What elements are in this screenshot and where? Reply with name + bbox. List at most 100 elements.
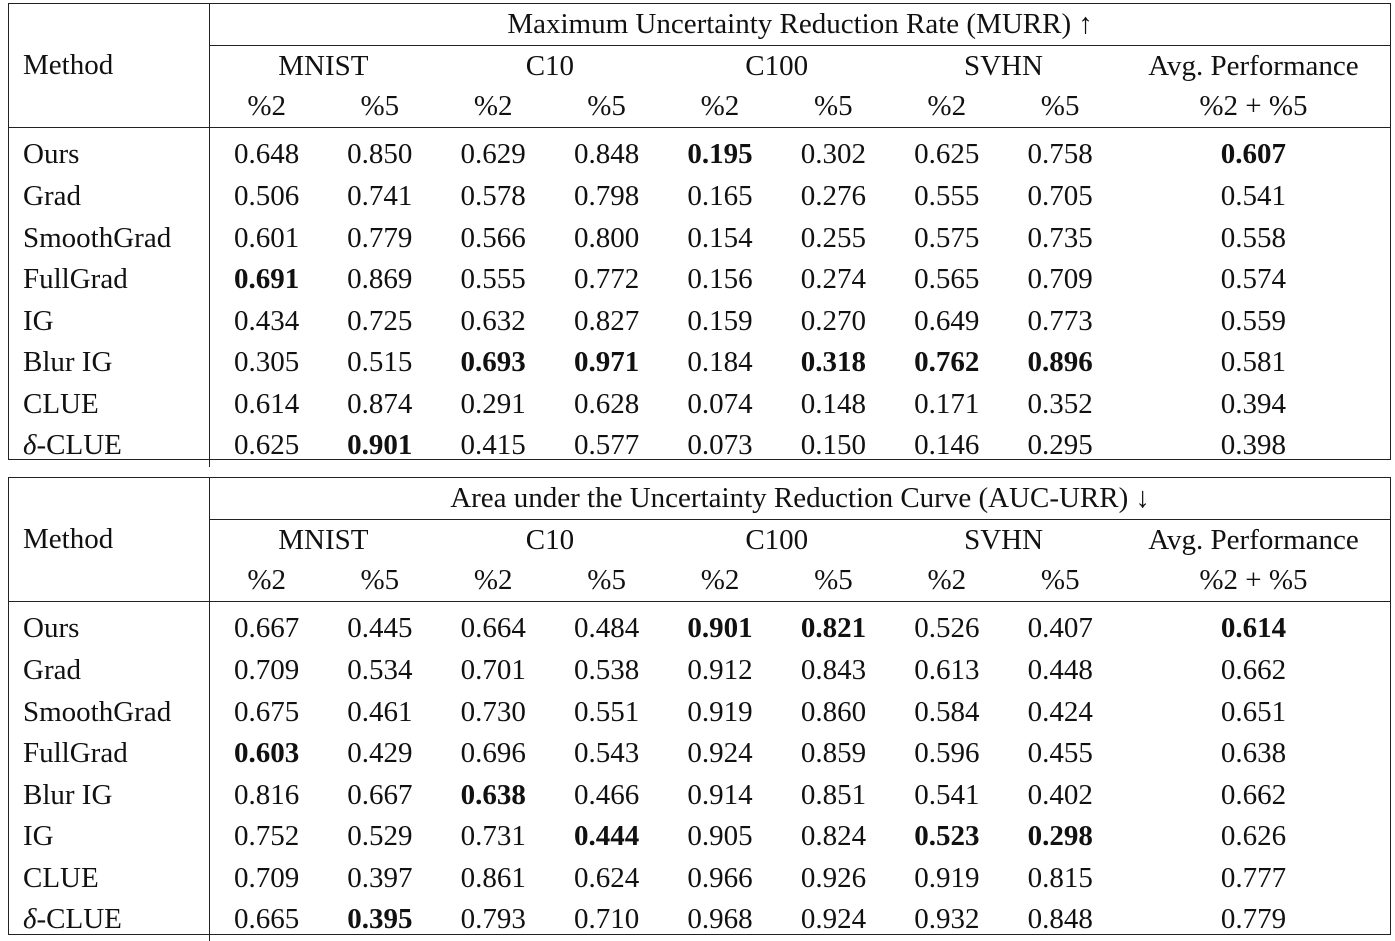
table-cell: 0.861 [437, 858, 550, 900]
table-cell: 0.628 [550, 384, 663, 426]
table-cell: 0.073 [663, 425, 776, 467]
cell-value: 0.515 [347, 346, 413, 379]
budget-header: %2 [247, 90, 286, 122]
best-value: 0.638 [460, 778, 526, 811]
table-cell: 0.667 [323, 775, 436, 817]
method-name: CLUE [9, 383, 211, 425]
cell-value: 0.632 [460, 304, 526, 337]
cell-value: 0.741 [347, 180, 413, 213]
cell-value: 0.526 [914, 611, 980, 644]
table-cell: 0.821 [776, 601, 891, 650]
cell-value: 0.701 [460, 654, 526, 687]
cell-value: 0.291 [460, 387, 526, 420]
table-cell: 0.156 [663, 259, 776, 301]
table-cell: 0.461 [323, 692, 436, 734]
table-cell: 0.848 [549, 127, 664, 176]
table-cell: 0.709 [1003, 259, 1116, 301]
cell-value: 0.154 [687, 221, 753, 254]
budget-header: %5 [1040, 564, 1080, 596]
method-label: FullGrad [23, 263, 128, 296]
table-cell: 0.538 [550, 650, 663, 692]
table-cell: 0.919 [890, 858, 1003, 900]
table-cell: 0.624 [550, 858, 663, 900]
cell-value: 0.628 [573, 387, 640, 420]
table-cell: 0.777 [1117, 858, 1390, 900]
cell-value: 0.638 [1220, 737, 1287, 770]
cell-value: 0.429 [347, 737, 413, 770]
cell-value: 0.664 [460, 611, 526, 644]
budget-header: %2 [927, 90, 967, 122]
table-cell: 0.398 [1117, 425, 1390, 467]
table-cell: 0.874 [323, 384, 436, 426]
table-cell: 0.762 [890, 342, 1003, 384]
table-title: Area under the Uncertainty Reduction Cur… [209, 478, 1390, 520]
table-cell: 0.758 [1003, 127, 1117, 176]
cell-value: 0.924 [687, 737, 753, 770]
cell-value: 0.566 [460, 221, 526, 254]
murr-table: Method Maximum Uncertainty Reduction Rate… [8, 3, 1391, 467]
method-label: Ours [23, 611, 80, 644]
cell-value: 0.551 [574, 695, 640, 728]
cell-value: 0.626 [1220, 820, 1287, 853]
table-cell: 0.696 [437, 733, 550, 775]
cell-value: 0.815 [1027, 861, 1093, 894]
auc-urr-table: Method Area under the Uncertainty Reducti… [8, 477, 1391, 941]
method-name: IG [9, 816, 211, 858]
budget-header: %2 [247, 564, 286, 596]
cell-value: 0.730 [460, 695, 526, 728]
table-cell: 0.541 [890, 775, 1003, 817]
cell-value: 0.558 [1220, 221, 1287, 254]
cell-value: 0.709 [234, 654, 300, 687]
table-cell: 0.434 [210, 301, 323, 343]
method-name: Grad [9, 176, 211, 218]
budget-header: %2 [700, 564, 740, 596]
table-cell: 0.664 [436, 601, 550, 650]
table-row: SmoothGrad 0.675 0.461 0.730 0.551 0.919 0.860… [9, 691, 1390, 734]
table-cell: 0.305 [210, 342, 323, 384]
table-cell: 0.626 [1117, 816, 1390, 858]
budget-header-row: %2 %5 %2 %5 %2 %5 %2 %5 %2 + %5 [9, 86, 1390, 128]
cell-value: 0.484 [574, 611, 640, 644]
table-row: Ours 0.667 0.445 0.664 0.484 0.901 0.821 0.526 0… [9, 601, 1390, 650]
dataset-header: MNIST [278, 523, 369, 556]
table-cell: 0.924 [663, 733, 776, 775]
cell-value: 0.255 [800, 221, 866, 254]
dataset-header-row: MNIST C10 C100 SVHN Avg. Performance [9, 520, 1390, 561]
cell-value: 0.445 [347, 611, 413, 644]
table-cell: 0.407 [1003, 601, 1117, 650]
table-cell: 0.415 [436, 425, 549, 467]
table-cell: 0.827 [550, 301, 663, 343]
best-value: 0.896 [1027, 346, 1093, 379]
table-cell: 0.395 [323, 899, 436, 941]
table-cell: 0.793 [437, 899, 550, 941]
cell-value: 0.150 [800, 429, 866, 462]
best-value: 0.691 [234, 263, 300, 296]
table-cell: 0.815 [1004, 858, 1117, 900]
cell-value: 0.667 [347, 778, 413, 811]
table-cell: 0.848 [1004, 899, 1117, 941]
table-cell: 0.625 [890, 127, 1004, 176]
table-cell: 0.901 [323, 425, 436, 467]
table-cell: 0.195 [663, 127, 777, 176]
table-cell: 0.578 [436, 176, 549, 218]
table-cell: 0.926 [777, 858, 890, 900]
cell-value: 0.696 [460, 737, 526, 770]
table-cell: 0.667 [209, 601, 324, 650]
table-cell: 0.730 [437, 692, 550, 734]
method-name: Ours [9, 601, 211, 650]
cell-value: 0.171 [914, 387, 980, 420]
table-cell: 0.693 [436, 342, 549, 384]
table-cell: 0.632 [436, 301, 549, 343]
cell-value: 0.574 [1220, 263, 1287, 296]
cell-value: 0.667 [234, 611, 300, 644]
table-cell: 0.302 [776, 127, 891, 176]
cell-value: 0.276 [800, 180, 866, 213]
cell-value: 0.596 [914, 737, 980, 770]
method-label: Blur IG [23, 346, 113, 379]
table-cell: 0.584 [890, 692, 1003, 734]
method-name: Blur IG [9, 342, 211, 384]
method-label: SmoothGrad [23, 221, 172, 254]
cell-value: 0.851 [800, 778, 867, 811]
cell-value: 0.798 [573, 180, 640, 213]
best-value: 0.607 [1220, 137, 1287, 170]
